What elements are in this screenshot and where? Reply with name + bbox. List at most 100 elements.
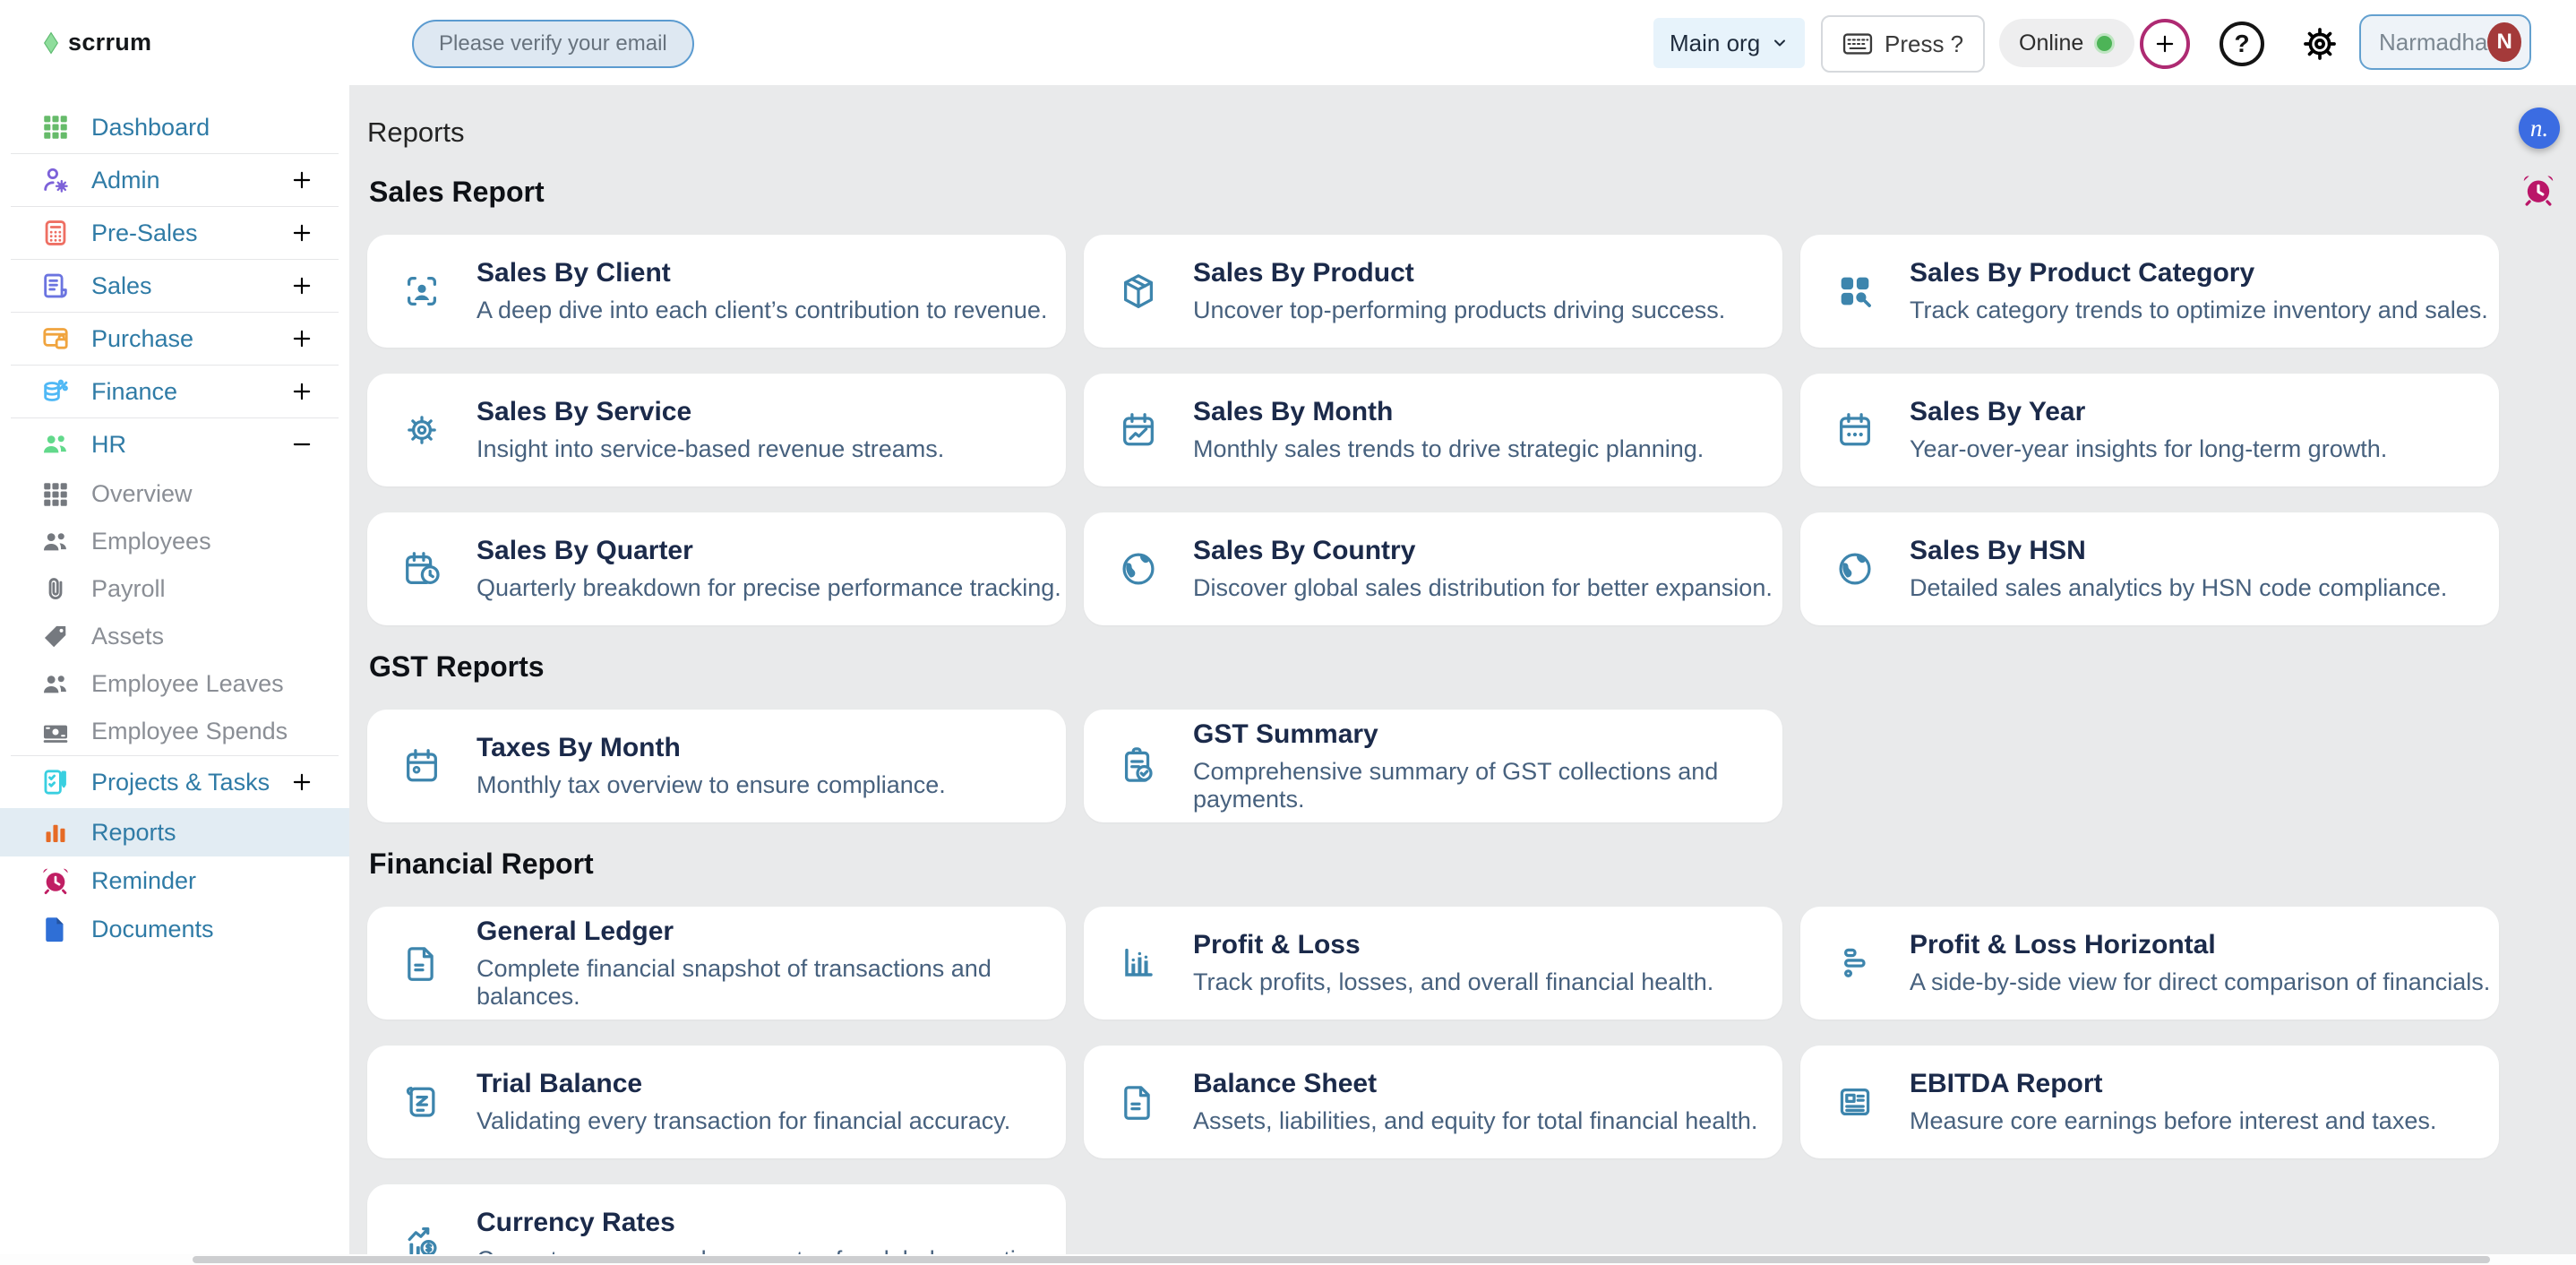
- help-button[interactable]: ?: [2220, 22, 2264, 66]
- report-card-sales-by-client[interactable]: Sales By Client A deep dive into each cl…: [367, 235, 1066, 348]
- sidebar-item-purchase[interactable]: Purchase: [0, 313, 349, 365]
- report-card-currency-rates[interactable]: Currency Rates Current currency exchange…: [367, 1184, 1066, 1265]
- keyboard-shortcut-button[interactable]: Press ?: [1821, 15, 1986, 73]
- globe-icon: [1834, 548, 1876, 589]
- divider: [11, 153, 339, 154]
- calendar-clock-icon: [401, 548, 442, 589]
- script-n-icon: n.: [2529, 114, 2549, 142]
- sidebar-item-documents[interactable]: Documents: [0, 905, 349, 953]
- financial-report-grid: General Ledger Complete financial snapsh…: [367, 907, 2576, 1265]
- document-icon: [1118, 1081, 1159, 1123]
- alarm-clock-icon: [2520, 172, 2556, 208]
- chevron-down-icon: [1771, 34, 1789, 52]
- bars-horizontal-icon: [1834, 942, 1876, 984]
- sidebar-item-pre-sales[interactable]: Pre-Sales: [0, 207, 349, 259]
- expand-plus-icon[interactable]: [288, 325, 315, 352]
- sidebar-item-sales[interactable]: Sales: [0, 260, 349, 312]
- sidebar-item-employee-spends[interactable]: Employee Spends: [0, 708, 349, 755]
- gst-reports-grid: Taxes By Month Monthly tax overview to e…: [367, 710, 2576, 822]
- expand-plus-icon[interactable]: [288, 378, 315, 405]
- report-card-sales-by-service[interactable]: Sales By Service Insight into service-ba…: [367, 374, 1066, 486]
- sidebar-item-payroll[interactable]: Payroll: [0, 565, 349, 613]
- scrollbar-thumb[interactable]: [193, 1256, 2490, 1263]
- page-title: Reports: [367, 116, 465, 148]
- report-card-gst-summary[interactable]: GST Summary Comprehensive summary of GST…: [1084, 710, 1782, 822]
- sidebar-item-overview[interactable]: Overview: [0, 470, 349, 518]
- app-logo: scrrum: [41, 0, 151, 85]
- calendar-dots-icon: [1834, 409, 1876, 451]
- users-icon: [39, 668, 72, 701]
- scroll-icon: [401, 1081, 442, 1123]
- user-name: Narmadha: [2379, 28, 2488, 56]
- reminder-floating-button[interactable]: [2520, 172, 2556, 208]
- report-card-taxes-by-month[interactable]: Taxes By Month Monthly tax overview to e…: [367, 710, 1066, 822]
- box-icon: [1118, 271, 1159, 312]
- report-card-sales-by-year[interactable]: Sales By Year Year-over-year insights fo…: [1800, 374, 2499, 486]
- report-card-sales-by-product-category[interactable]: Sales By Product Category Track category…: [1800, 235, 2499, 348]
- org-selector[interactable]: Main org: [1653, 18, 1806, 68]
- report-card-sales-by-hsn[interactable]: Sales By HSN Detailed sales analytics by…: [1800, 512, 2499, 625]
- section-heading-financial-report: Financial Report: [369, 848, 594, 880]
- grid-icon: [39, 478, 72, 511]
- divider: [11, 755, 339, 756]
- assistant-floating-button[interactable]: n.: [2519, 108, 2560, 149]
- main-content: Reports Sales Report Sales By Client A d…: [349, 85, 2576, 1265]
- report-card-sales-by-month[interactable]: Sales By Month Monthly sales trends to d…: [1084, 374, 1782, 486]
- keyboard-icon: [1842, 32, 1873, 56]
- grid-icon: [39, 111, 72, 143]
- sales-report-grid: Sales By Client A deep dive into each cl…: [367, 235, 2576, 625]
- sidebar-item-finance[interactable]: Finance: [0, 366, 349, 417]
- section-heading-sales-report: Sales Report: [369, 176, 545, 208]
- sidebar-item-assets[interactable]: Assets: [0, 613, 349, 660]
- report-card-general-ledger[interactable]: General Ledger Complete financial snapsh…: [367, 907, 1066, 1020]
- user-focus-icon: [401, 271, 442, 312]
- divider: [11, 206, 339, 207]
- sidebar-item-employee-leaves[interactable]: Employee Leaves: [0, 660, 349, 708]
- add-new-button[interactable]: [2140, 19, 2190, 69]
- divider: [11, 365, 339, 366]
- calendar-dot-icon: [401, 745, 442, 787]
- card-lock-icon: [39, 323, 72, 355]
- coins-icon: [39, 375, 72, 408]
- report-card-ebitda[interactable]: EBITDA Report Measure core earnings befo…: [1800, 1046, 2499, 1158]
- sidebar-item-employees[interactable]: Employees: [0, 518, 349, 565]
- bar-chart-icon: [39, 816, 72, 848]
- report-card-trial-balance[interactable]: Trial Balance Validating every transacti…: [367, 1046, 1066, 1158]
- banknote-icon: [39, 716, 72, 748]
- alarm-clock-icon: [39, 865, 72, 897]
- expand-plus-icon[interactable]: [288, 167, 315, 194]
- expand-plus-icon[interactable]: [288, 272, 315, 299]
- grid-search-icon: [1834, 271, 1876, 312]
- section-heading-gst-reports: GST Reports: [369, 650, 545, 683]
- divider: [11, 312, 339, 313]
- sidebar-item-dashboard[interactable]: Dashboard: [0, 101, 349, 153]
- document-icon: [39, 913, 72, 945]
- horizontal-scrollbar[interactable]: [0, 1254, 2576, 1265]
- plus-icon: [2153, 32, 2177, 56]
- report-card-balance-sheet[interactable]: Balance Sheet Assets, liabilities, and e…: [1084, 1046, 1782, 1158]
- document-icon: [401, 942, 442, 984]
- sidebar-item-reminder[interactable]: Reminder: [0, 856, 349, 905]
- sidebar-item-hr[interactable]: HR: [0, 418, 349, 470]
- report-card-sales-by-country[interactable]: Sales By Country Discover global sales d…: [1084, 512, 1782, 625]
- users-icon: [39, 526, 72, 558]
- calendar-chart-icon: [1118, 409, 1159, 451]
- avatar: N: [2487, 22, 2521, 62]
- user-menu[interactable]: Narmadha N: [2359, 14, 2531, 70]
- tag-icon: [39, 621, 72, 653]
- collapse-minus-icon[interactable]: [288, 431, 315, 458]
- sidebar-item-reports[interactable]: Reports: [0, 808, 349, 856]
- expand-plus-icon[interactable]: [288, 769, 315, 796]
- report-card-sales-by-product[interactable]: Sales By Product Uncover top-performing …: [1084, 235, 1782, 348]
- top-header: scrrum Please verify your email Main org…: [0, 0, 2576, 85]
- sidebar-item-admin[interactable]: Admin: [0, 154, 349, 206]
- expand-plus-icon[interactable]: [288, 219, 315, 246]
- report-card-sales-by-quarter[interactable]: Sales By Quarter Quarterly breakdown for…: [367, 512, 1066, 625]
- report-card-profit-loss[interactable]: Profit & Loss Track profits, losses, and…: [1084, 907, 1782, 1020]
- clipboard-check-icon: [1118, 745, 1159, 787]
- gear-icon: [401, 409, 442, 451]
- verify-email-banner[interactable]: Please verify your email: [412, 20, 694, 68]
- sidebar-item-projects-tasks[interactable]: Projects & Tasks: [0, 756, 349, 808]
- settings-button[interactable]: [2296, 20, 2344, 68]
- report-card-profit-loss-horizontal[interactable]: Profit & Loss Horizontal A side-by-side …: [1800, 907, 2499, 1020]
